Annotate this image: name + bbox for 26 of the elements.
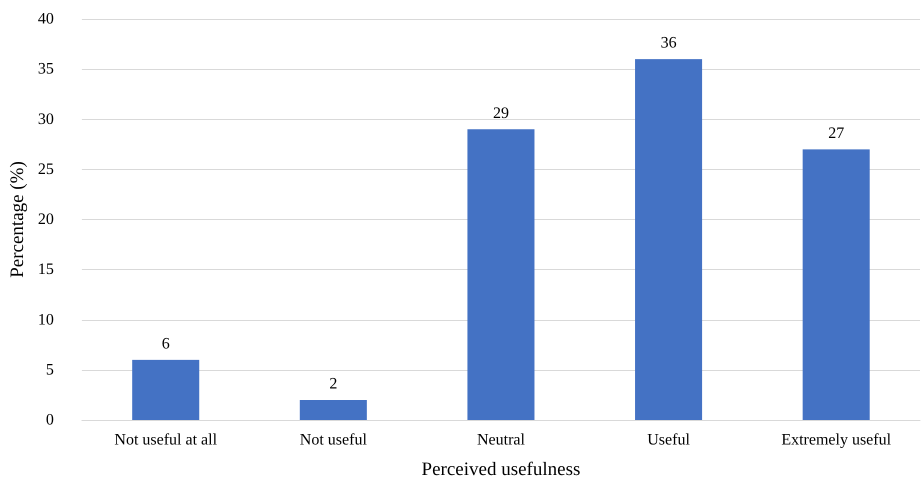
y-tick-label: 25 [38, 160, 54, 178]
data-label: 27 [828, 124, 844, 142]
x-tick-label: Not useful at all [114, 432, 218, 448]
bar [300, 400, 367, 420]
data-label: 6 [162, 335, 170, 352]
y-tick-label: 0 [46, 412, 54, 428]
bar [132, 360, 200, 420]
x-tick-label: Not useful [300, 432, 368, 448]
y-tick-label: 35 [38, 60, 54, 78]
data-label: 29 [492, 104, 509, 122]
y-tick-label: 30 [38, 110, 54, 128]
x-axis-title: Perceived usefulness [422, 459, 580, 480]
x-tick-label: Useful [647, 432, 690, 448]
y-axis-title: Percentage (%) [7, 161, 28, 278]
y-tick-label: 15 [38, 261, 54, 278]
y-tick-label: 5 [46, 361, 54, 378]
x-tick-label: Neutral [476, 432, 526, 448]
y-tick-label: 40 [38, 10, 54, 28]
data-label: 36 [660, 34, 677, 52]
data-label: 2 [329, 375, 338, 392]
y-tick-label: 20 [38, 211, 54, 228]
bar [467, 129, 534, 420]
x-tick-label: Extremely useful [781, 432, 892, 448]
bar [802, 149, 870, 420]
bar [635, 59, 702, 420]
y-tick-label: 10 [38, 311, 54, 328]
